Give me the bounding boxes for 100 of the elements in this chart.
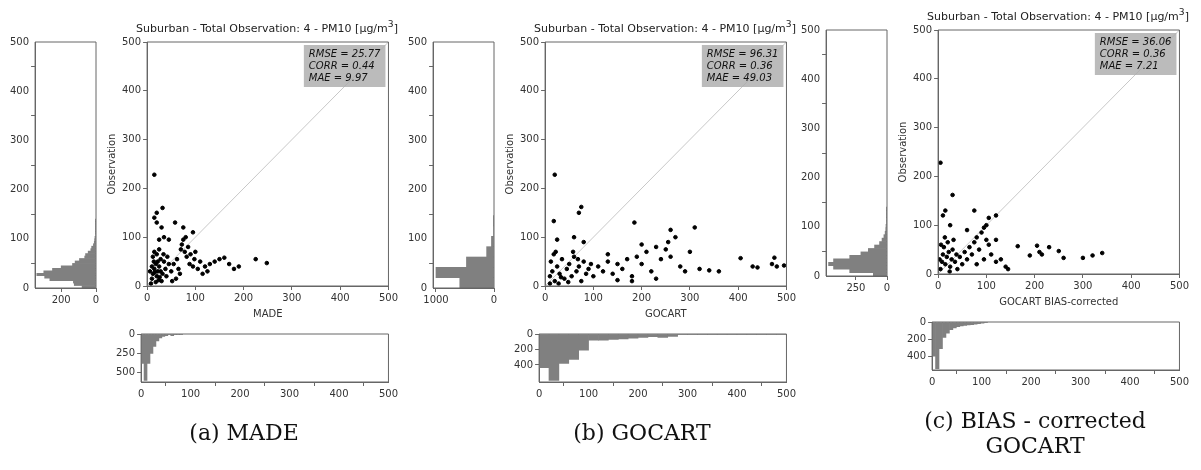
y-tick-label: 0 <box>128 327 136 339</box>
y-tick-label: 0 <box>813 269 821 281</box>
y-tick-label: 200 <box>407 183 428 195</box>
y-tick-label: 500 <box>519 35 540 47</box>
y-tick-label: 300 <box>912 121 933 133</box>
annotation: MAE = 49.03 <box>706 71 773 83</box>
annotation: RMSE = 96.31 <box>706 47 779 59</box>
text: (c) BIAS - corrected GOCART <box>923 408 1147 458</box>
y-tick-label: 400 <box>519 84 540 96</box>
chart-title: Suburban - Total Observation: 4 - PM10 [μg/m$^{3}$] <box>533 18 797 35</box>
x-tick-label: 500 <box>1169 375 1189 387</box>
x-tick-label: 400 <box>1121 279 1141 291</box>
y-tick-label: 100 <box>800 220 821 232</box>
x-tick-label: 500 <box>776 291 796 303</box>
y-tick-label: 300 <box>121 133 142 145</box>
y-tick-label: 500 <box>800 23 821 35</box>
y-tick-label: 400 <box>912 72 933 84</box>
x-tick-label: 100 <box>579 387 599 399</box>
annotation: MAE = 7.21 <box>1099 59 1159 71</box>
y-tick-label: 0 <box>925 267 933 279</box>
y-tick-label: 100 <box>407 232 428 244</box>
y-tick-label: 100 <box>519 230 540 242</box>
x-axis-title: GOCART BIAS-corrected <box>999 295 1119 307</box>
y-tick-label: 300 <box>9 133 30 145</box>
y-tick-label: 200 <box>800 171 821 183</box>
x-tick-label: 0 <box>934 279 942 291</box>
x-tick-label: 400 <box>329 387 349 399</box>
y-tick-label: 300 <box>800 121 821 133</box>
y-tick-label: 500 <box>407 35 428 47</box>
annotation: RMSE = 36.06 <box>1099 35 1172 47</box>
y-tick-label: 500 <box>121 35 142 47</box>
x-tick-label: 500 <box>378 291 398 303</box>
x-axis-title: GOCART <box>644 307 688 319</box>
x-tick-label: 300 <box>677 387 698 399</box>
x-tick-label: 100 <box>185 291 205 303</box>
y-tick-label: 200 <box>513 343 534 355</box>
x-tick-label: 200 <box>1021 375 1041 387</box>
x-tick-label: 200 <box>234 291 254 303</box>
y-tick-label: 200 <box>912 169 933 181</box>
y-tick-label: 200 <box>519 181 540 193</box>
y-tick-label: 200 <box>906 332 927 344</box>
x-tick-label: 200 <box>51 293 71 305</box>
x-tick-label: 300 <box>1073 279 1093 291</box>
chart-title: Suburban - Total Observation: 4 - PM10 [μg/m$^{3}$] <box>135 18 399 35</box>
x-tick-label: 300 <box>279 387 300 399</box>
y-axis-title: Observation <box>105 133 117 195</box>
x-tick-label: 500 <box>1169 279 1189 291</box>
x-tick-label: 200 <box>632 291 652 303</box>
annotation: MAE = 9.97 <box>308 71 369 83</box>
x-tick-label: 0 <box>490 293 498 305</box>
x-tick-label: 200 <box>628 387 648 399</box>
text: (a) MADE <box>188 420 300 445</box>
x-tick-label: 1000 <box>423 293 449 305</box>
y-tick-label: 400 <box>9 84 30 96</box>
y-tick-label: 300 <box>519 133 540 145</box>
x-tick-label: 0 <box>541 291 549 303</box>
x-tick-label: 0 <box>92 293 100 305</box>
x-tick-label: 100 <box>976 279 996 291</box>
x-tick-label: 400 <box>727 387 747 399</box>
y-axis-title: Observation <box>896 121 908 183</box>
y-tick-label: 400 <box>800 72 821 84</box>
y-tick-label: 500 <box>9 35 30 47</box>
x-axis-title: MADE <box>253 307 283 319</box>
x-tick-label: 100 <box>583 291 603 303</box>
x-tick-label: 300 <box>680 291 700 303</box>
x-tick-label: 400 <box>728 291 748 303</box>
x-tick-label: 100 <box>972 375 992 387</box>
y-tick-label: 0 <box>919 315 927 327</box>
y-tick-label: 250 <box>115 346 136 358</box>
y-tick-label: 200 <box>9 183 30 195</box>
annotation: RMSE = 25.77 <box>308 47 382 59</box>
annotation: CORR = 0.36 <box>1099 47 1166 59</box>
y-tick-label: 200 <box>121 181 142 193</box>
annotation: CORR = 0.36 <box>706 59 773 71</box>
x-tick-label: 400 <box>330 291 350 303</box>
y-tick-label: 300 <box>407 133 428 145</box>
x-tick-label: 200 <box>1025 279 1045 291</box>
text: (b) GOCART <box>572 420 712 445</box>
chart-title: Suburban - Total Observation: 4 - PM10 [μg/m$^{3}$] <box>926 6 1190 23</box>
x-tick-label: 100 <box>181 387 201 399</box>
y-axis-title: Observation <box>503 133 515 195</box>
x-tick-label: 300 <box>1070 375 1091 387</box>
y-tick-label: 400 <box>121 84 142 96</box>
y-tick-label: 100 <box>912 218 933 230</box>
y-tick-label: 400 <box>513 358 534 370</box>
annotation: CORR = 0.44 <box>308 59 375 71</box>
x-tick-label: 400 <box>1120 375 1140 387</box>
x-tick-label: 500 <box>378 387 398 399</box>
y-tick-label: 400 <box>407 84 428 96</box>
x-tick-label: 300 <box>282 291 302 303</box>
y-tick-label: 100 <box>9 232 30 244</box>
x-tick-label: 250 <box>846 281 866 293</box>
y-tick-label: 500 <box>115 366 136 378</box>
x-tick-label: 0 <box>143 291 151 303</box>
x-tick-label: 200 <box>230 387 250 399</box>
x-tick-label: 500 <box>776 387 796 399</box>
y-tick-label: 400 <box>906 349 927 361</box>
y-tick-label: 100 <box>121 230 142 242</box>
x-tick-label: 0 <box>883 281 891 293</box>
y-tick-label: 500 <box>912 23 933 35</box>
